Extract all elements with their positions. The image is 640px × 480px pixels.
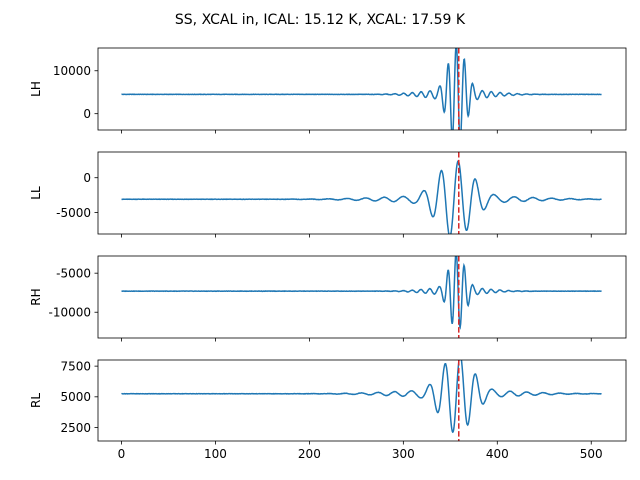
y-tick-label: -5000 <box>56 266 91 280</box>
x-tick-label: 0 <box>118 447 126 461</box>
series-line-rl <box>121 360 602 434</box>
x-tick-label: 200 <box>298 447 321 461</box>
axes-frame <box>97 47 627 131</box>
panel-ll: -5000 0 LL <box>29 151 627 238</box>
y-tick-label: -5000 <box>56 206 91 220</box>
x-tick-label: 400 <box>486 447 509 461</box>
y-axis-label: RH <box>29 288 43 305</box>
series-line-ll <box>121 159 602 234</box>
axes-frame <box>97 255 627 339</box>
y-axis-label: RL <box>29 393 43 408</box>
panel-lh: 0 10000 LH <box>29 47 627 134</box>
axes-frame <box>97 151 627 235</box>
x-tick-label: 100 <box>204 447 227 461</box>
y-tick-label: 0 <box>83 107 91 121</box>
y-tick-label: 2500 <box>60 421 91 435</box>
y-tick-label: 7500 <box>60 359 91 373</box>
y-tick-label: -10000 <box>48 306 91 320</box>
y-tick-label: 0 <box>83 171 91 185</box>
axes-frame <box>97 359 627 442</box>
panels-group: 010000LH-50000LL-10000-5000RH25005000750… <box>29 47 627 461</box>
panel-rh: -10000 -5000 RH <box>29 255 627 342</box>
y-tick-label: 10000 <box>53 64 91 78</box>
x-tick-label: 500 <box>580 447 603 461</box>
y-axis-label: LL <box>29 186 43 200</box>
x-tick-label: 300 <box>392 447 415 461</box>
series-line-lh <box>121 48 602 130</box>
y-axis-label: LH <box>29 81 43 97</box>
panel-rl: 2500 5000 7500 RL 0 100 200 300 400 500 <box>29 359 627 461</box>
series-line-rh <box>121 256 602 330</box>
y-tick-label: 5000 <box>60 390 91 404</box>
figure-title: SS, XCAL in, ICAL: 15.12 K, XCAL: 17.59 … <box>175 12 466 28</box>
